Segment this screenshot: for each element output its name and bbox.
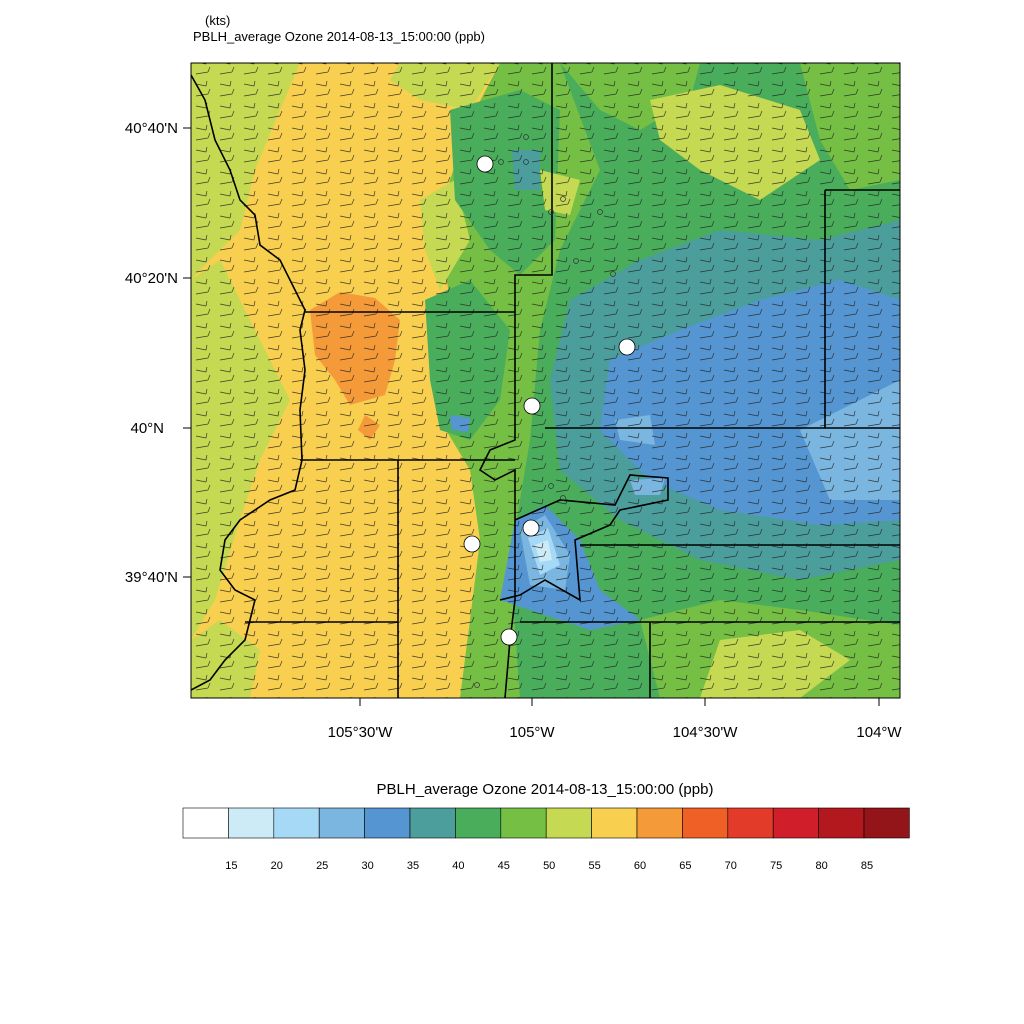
small-station-markers: [474, 134, 616, 688]
lon-label-4: 104°W: [856, 724, 902, 741]
lat-label-1: 40°40'N: [125, 120, 178, 137]
colorbar-tick-60: 60: [634, 860, 646, 872]
colorbar-box-8: [545, 807, 592, 839]
colorbar-tick-75: 75: [770, 860, 782, 872]
colorbar-tick-labels: 15 20 25 30 35 40 45 50 55 60 65 70 75 80 85: [225, 860, 873, 872]
wind-units-label: (kts): [205, 13, 231, 28]
station-2: [618, 338, 636, 356]
colorbar-box-2: [273, 807, 320, 839]
colorbar-box-1: [228, 807, 275, 839]
county-boundaries: [191, 63, 900, 698]
station-5: [463, 535, 481, 553]
station-4: [522, 519, 540, 537]
lon-label-2: 105°W: [509, 724, 555, 741]
colorbar-tick-35: 35: [407, 860, 419, 872]
station-1: [476, 155, 494, 173]
colorbar-box-6: [455, 807, 502, 839]
colorbar-box-10: [636, 807, 683, 839]
colorbar-box-9: [591, 807, 638, 839]
colorbar-tick-40: 40: [452, 860, 464, 872]
colorbar-box-14: [818, 807, 865, 839]
map-frame: [190, 62, 901, 699]
colorbar-tick-50: 50: [543, 860, 555, 872]
monitoring-stations: [463, 155, 636, 646]
axis-ticks: [183, 127, 880, 706]
lon-label-1: 105°30'W: [328, 724, 394, 741]
colorbar-tick-80: 80: [815, 860, 827, 872]
colorbar-title: PBLH_average Ozone 2014-08-13_15:00:00 (…: [376, 781, 714, 798]
colorbar-box-12: [727, 807, 774, 839]
colorbar-tick-85: 85: [861, 860, 873, 872]
colorbar-box-0: [182, 807, 229, 839]
colorbar-box-15: [863, 807, 910, 839]
colorbar-tick-30: 30: [361, 860, 373, 872]
station-6: [500, 628, 518, 646]
colorbar-box-7: [500, 807, 547, 839]
map-title: PBLH_average Ozone 2014-08-13_15:00:00 (…: [193, 29, 485, 44]
station-3: [523, 397, 541, 415]
colorbar-tick-55: 55: [588, 860, 600, 872]
colorbar-box-5: [409, 807, 456, 839]
lat-label-2: 40°20'N: [125, 270, 178, 287]
colorbar-tick-25: 25: [316, 860, 328, 872]
colorbar: [182, 807, 910, 839]
colorbar-box-11: [682, 807, 729, 839]
colorbar-tick-15: 15: [225, 860, 237, 872]
colorbar-tick-70: 70: [725, 860, 737, 872]
lat-label-4: 39°40'N: [125, 569, 178, 586]
colorbar-box-4: [364, 807, 411, 839]
colorbar-tick-20: 20: [271, 860, 283, 872]
colorbar-box-3: [318, 807, 365, 839]
colorbar-box-13: [772, 807, 819, 839]
colorbar-tick-65: 65: [679, 860, 691, 872]
ozone-field: [191, 63, 900, 698]
lat-label-3: 40°N: [130, 420, 164, 437]
colorbar-tick-45: 45: [498, 860, 510, 872]
lon-label-3: 104°30'W: [673, 724, 739, 741]
